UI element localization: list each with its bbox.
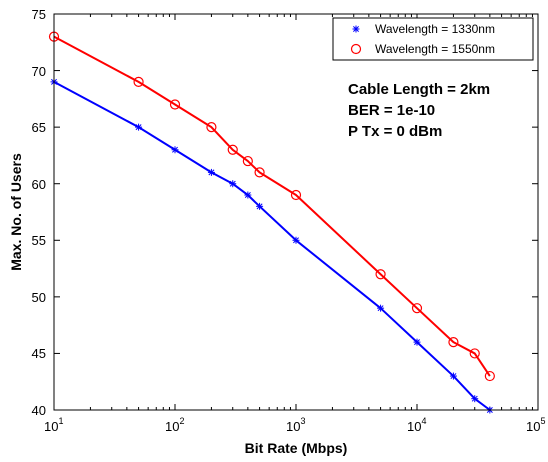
annotation-cable-length: Cable Length = 2km [348,81,490,98]
data-point [471,395,479,403]
legend-label-1330nm: Wavelength = 1330nm [375,22,495,36]
y-axis-title: Max. No. of Users [8,153,24,271]
y-tick-label: 70 [32,64,46,79]
data-point [411,303,423,314]
data-point [413,338,421,346]
y-tick-label: 50 [32,290,46,305]
y-tick-label: 60 [32,177,46,192]
series-line-1550nm [53,35,491,377]
data-point [135,123,143,131]
data-point [290,189,302,201]
x-tick-label: 103 [286,416,305,434]
data-point [229,180,237,188]
data-point [375,269,386,280]
x-tick-label: 104 [407,416,426,434]
data-point [171,146,179,154]
annotation-ptx: P Tx = 0 dBm [348,123,442,140]
y-tick-label: 55 [32,233,46,248]
y-tick-labels: 40 45 50 55 60 65 70 75 [32,7,46,418]
data-point [377,304,385,312]
legend-box [332,17,534,61]
data-point [448,337,459,348]
data-point [206,122,217,133]
data-point [254,167,265,178]
legend-marker-1550nm [350,43,362,55]
x-tick-label: 102 [165,416,184,434]
data-point [244,191,252,199]
data-point [449,372,457,380]
legend-label-1550nm: Wavelength = 1550nm [375,42,495,56]
data-point [469,348,480,359]
data-point [227,144,238,155]
x-tick-label: 101 [44,416,63,434]
plot-frame [53,13,539,411]
data-point [292,236,300,244]
data-point [133,76,144,87]
y-tick-label: 65 [32,120,46,135]
annotation-ber: BER = 1e-10 [348,102,435,119]
y-tick-label: 75 [32,7,46,22]
data-point [242,155,253,167]
x-tick-labels: 101 102 103 104 105 [44,416,545,434]
legend: Wavelength = 1330nm Wavelength = 1550nm [332,17,534,61]
data-point [169,99,181,110]
data-point [207,168,215,176]
x-axis-title: Bit Rate (Mbps) [245,440,348,456]
legend-marker-1330nm [352,25,360,33]
plot-background [54,14,538,410]
y-tick-label: 45 [32,346,46,361]
data-point [256,202,264,210]
x-tick-label: 105 [526,416,545,434]
legend-marker-symbol [352,25,360,33]
legend-marker-symbol [350,43,362,55]
y-tick-label: 40 [32,403,46,418]
series-layer [48,31,495,414]
data-point [484,370,495,382]
